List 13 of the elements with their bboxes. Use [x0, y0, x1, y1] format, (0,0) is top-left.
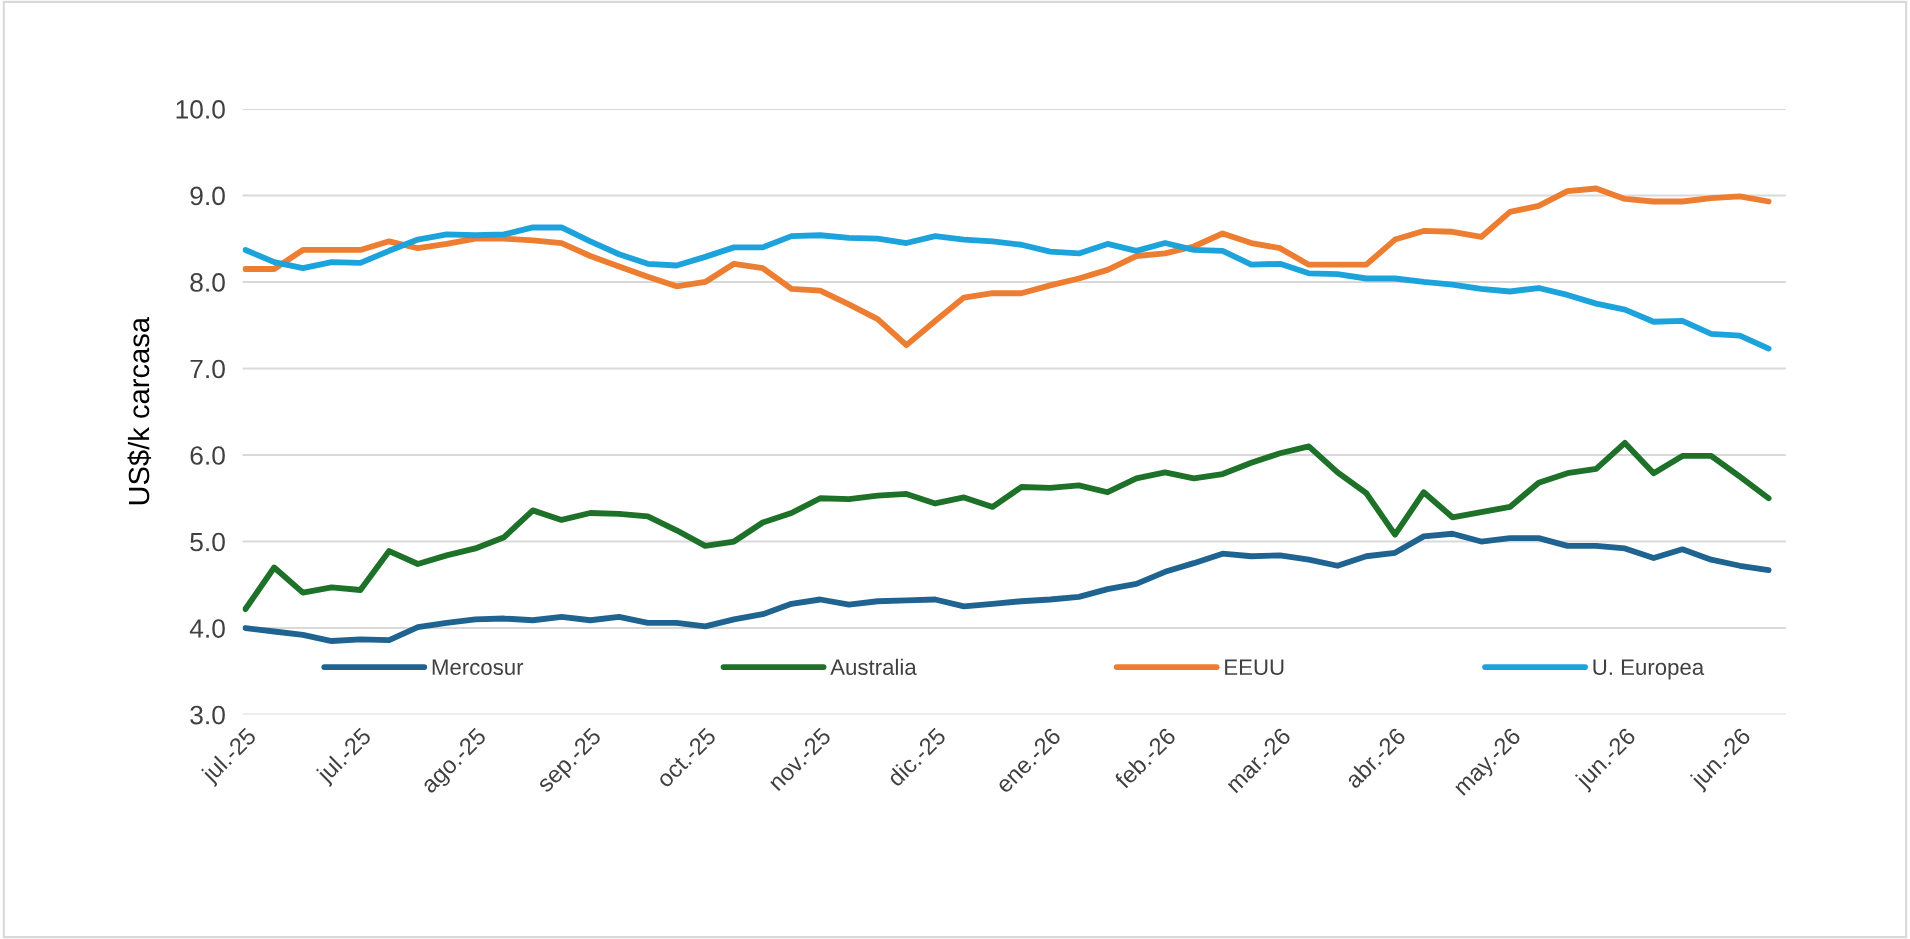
- legend-label: EEUU: [1225, 659, 1284, 676]
- y-tick-label: 8.0: [190, 273, 225, 292]
- y-axis-title: US$/k carcasa: [127, 316, 152, 505]
- legend-label: U. Europea: [1593, 659, 1705, 680]
- y-tick-label: 7.0: [190, 359, 225, 379]
- legend-label: Mercosur: [432, 659, 524, 676]
- y-tick-label: 5.0: [190, 532, 225, 552]
- y-tick-label: 3.0: [190, 705, 225, 725]
- y-tick-label: 6.0: [190, 446, 225, 465]
- y-tick-label: 9.0: [190, 186, 225, 206]
- legend-label: Australia: [830, 658, 917, 676]
- y-tick-label: 10.0: [176, 100, 225, 119]
- y-tick-label: 4.0: [189, 619, 225, 638]
